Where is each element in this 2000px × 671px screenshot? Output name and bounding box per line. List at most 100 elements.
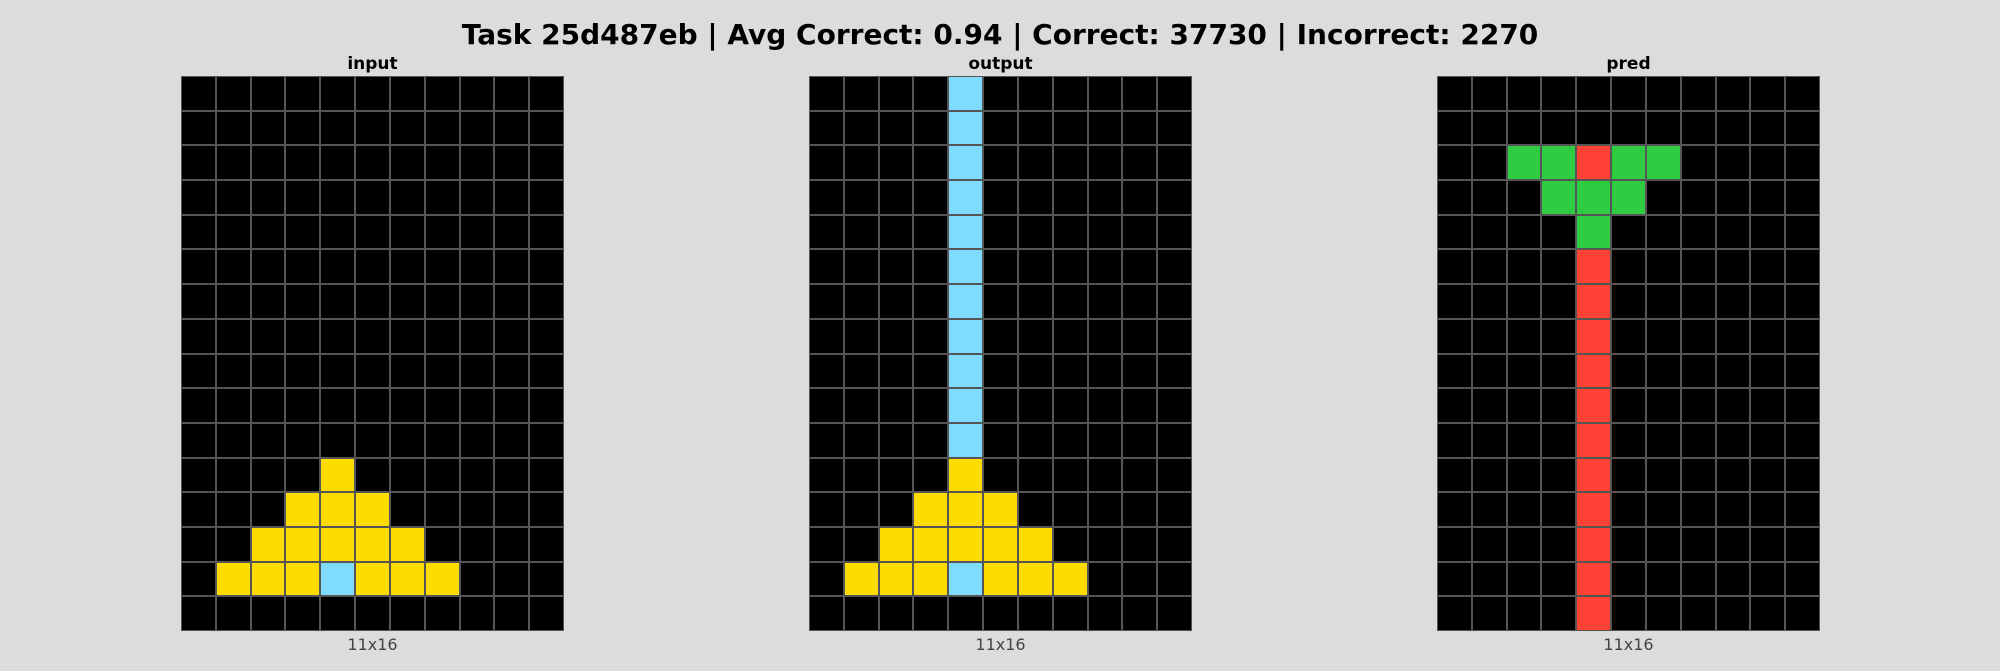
- panel-pred: pred 11x16: [1437, 52, 1820, 654]
- grid-cell: [1611, 180, 1646, 215]
- grid-cell: [1715, 457, 1751, 493]
- grid-cell: [250, 457, 286, 493]
- grid-cell: [1471, 561, 1507, 597]
- grid-cell: [1611, 457, 1646, 493]
- grid-cell: [913, 492, 949, 527]
- grid-cell: [843, 492, 879, 527]
- grid-cell: [1541, 353, 1577, 389]
- grid-cell: [459, 526, 495, 562]
- grid-cell: [809, 388, 844, 423]
- grid-cell: [1576, 76, 1612, 111]
- grid-cell: [285, 561, 321, 597]
- grid-cell: [878, 76, 914, 111]
- grid-cell: [1017, 353, 1053, 389]
- grid-cell: [424, 318, 460, 354]
- grid-cell: [1017, 214, 1053, 250]
- grid-cell: [913, 284, 949, 319]
- grid-cell: [250, 284, 286, 319]
- grid-cell: [983, 318, 1018, 354]
- grid-cell: [983, 180, 1018, 215]
- grid-cell: [1017, 457, 1053, 493]
- grid-cell: [1157, 284, 1192, 319]
- grid-cell: [529, 492, 564, 527]
- grid-cell: [250, 422, 286, 458]
- grid-cell: [459, 596, 495, 631]
- grid-cell: [1785, 145, 1820, 181]
- grid-cell: [843, 249, 879, 285]
- grid-cell: [250, 214, 286, 250]
- grid-cell: [494, 561, 530, 597]
- grid-cell: [1611, 110, 1646, 146]
- grid-cell: [459, 180, 495, 215]
- grid-cell: [1611, 76, 1646, 111]
- pred-grid: [1437, 76, 1820, 631]
- grid-cell: [494, 180, 530, 215]
- grid-cell: [285, 318, 321, 354]
- grid-cell: [1087, 596, 1123, 631]
- grid-cell: [1576, 145, 1612, 181]
- grid-cell: [389, 76, 425, 111]
- grid-cell: [1157, 76, 1192, 111]
- grid-cell: [843, 457, 879, 493]
- grid-cell: [1576, 110, 1612, 146]
- grid-cell: [1052, 388, 1088, 423]
- grid-cell: [285, 596, 321, 631]
- grid-cell: [355, 284, 390, 319]
- grid-cell: [181, 76, 216, 111]
- grid-cell: [285, 388, 321, 423]
- grid-cell: [1122, 284, 1158, 319]
- grid-cell: [355, 180, 390, 215]
- grid-cell: [1471, 214, 1507, 250]
- grid-cell: [389, 284, 425, 319]
- grid-cell: [1052, 353, 1088, 389]
- grid-cell: [1157, 526, 1192, 562]
- grid-cell: [983, 492, 1018, 527]
- grid-cell: [1017, 422, 1053, 458]
- grid-cell: [1122, 422, 1158, 458]
- grid-cell: [878, 145, 914, 181]
- grid-cell: [948, 110, 984, 146]
- grid-cell: [1087, 145, 1123, 181]
- grid-cell: [1680, 145, 1716, 181]
- grid-cell: [494, 596, 530, 631]
- grid-cell: [320, 492, 356, 527]
- grid-cell: [181, 249, 216, 285]
- grid-cell: [285, 284, 321, 319]
- grid-cell: [355, 526, 390, 562]
- grid-cell: [1471, 76, 1507, 111]
- panel-output: output 11x16: [809, 52, 1192, 654]
- grid-cell: [215, 561, 251, 597]
- grid-cell: [1122, 318, 1158, 354]
- grid-cell: [1541, 422, 1577, 458]
- grid-cell: [1017, 249, 1053, 285]
- grid-cell: [1645, 526, 1681, 562]
- grid-cell: [459, 214, 495, 250]
- grid-cell: [424, 110, 460, 146]
- grid-cell: [948, 388, 984, 423]
- grid-cell: [913, 596, 949, 631]
- grid-cell: [1087, 526, 1123, 562]
- grid-cell: [1680, 249, 1716, 285]
- grid-cell: [1052, 318, 1088, 354]
- grid-cell: [529, 561, 564, 597]
- grid-cell: [1785, 492, 1820, 527]
- grid-cell: [948, 596, 984, 631]
- grid-cell: [1715, 249, 1751, 285]
- grid-cell: [320, 526, 356, 562]
- grid-cell: [1122, 110, 1158, 146]
- grid-cell: [1680, 318, 1716, 354]
- grid-cell: [1611, 561, 1646, 597]
- grid-cell: [215, 526, 251, 562]
- grid-cell: [809, 214, 844, 250]
- grid-cell: [1506, 422, 1542, 458]
- grid-cell: [1715, 388, 1751, 423]
- grid-cell: [1471, 145, 1507, 181]
- grid-cell: [1087, 76, 1123, 111]
- grid-cell: [948, 561, 984, 597]
- grid-cell: [181, 561, 216, 597]
- grid-cell: [1052, 422, 1088, 458]
- grid-cell: [1645, 284, 1681, 319]
- grid-cell: [843, 561, 879, 597]
- grid-cell: [1157, 249, 1192, 285]
- grid-cell: [1611, 526, 1646, 562]
